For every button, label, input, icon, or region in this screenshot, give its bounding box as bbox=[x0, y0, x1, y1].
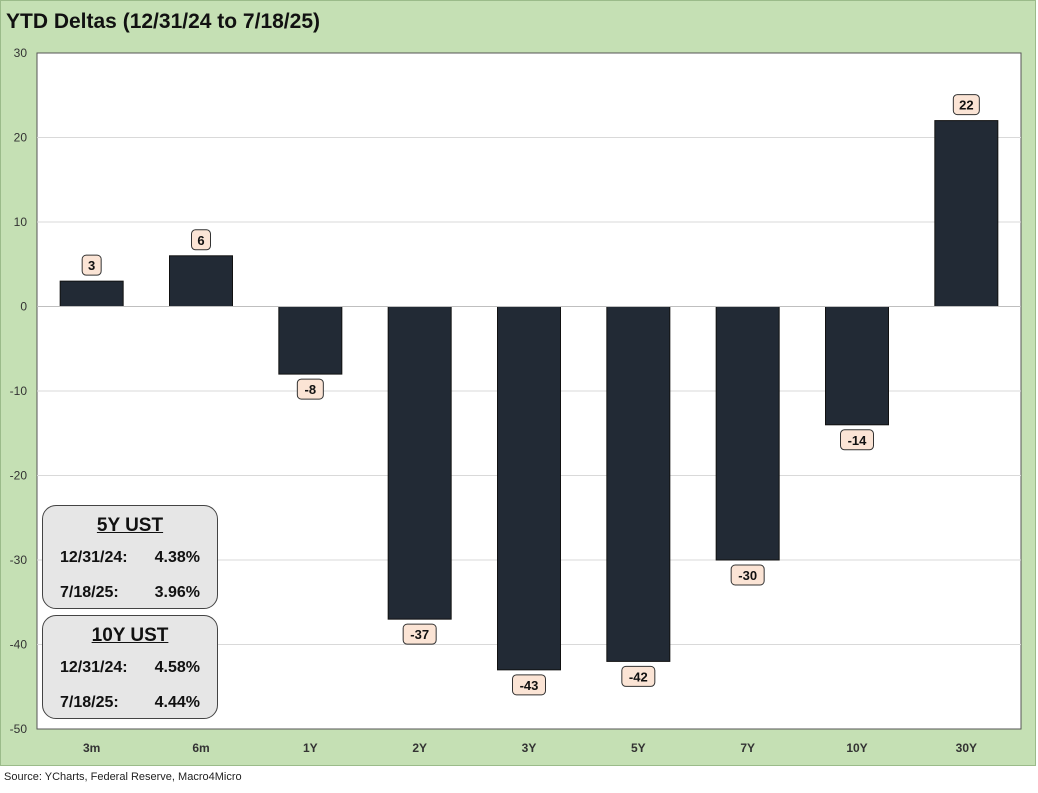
y-tick-label: 0 bbox=[20, 300, 27, 314]
x-tick-label: 3Y bbox=[522, 741, 537, 755]
info-box-date: 12/31/24: bbox=[60, 549, 128, 566]
y-tick-label: -30 bbox=[10, 553, 28, 567]
y-tick-label: -40 bbox=[10, 638, 28, 652]
info-box-10y-ust: 10Y UST 12/31/24: 4.58% 7/18/25: 4.44% bbox=[42, 615, 218, 719]
chart-title: YTD Deltas (12/31/24 to 7/18/25) bbox=[6, 10, 320, 33]
data-label: 22 bbox=[959, 98, 973, 113]
bar-chart: 30 20 10 0 -10 -20 -30 -40 -50 3 3m 6 6m -8 1Y -37 2Y -43… bbox=[10, 46, 1022, 755]
data-label-box bbox=[81, 254, 102, 276]
data-label: -14 bbox=[848, 433, 868, 448]
info-box-header: 5Y UST bbox=[96, 515, 164, 536]
bar bbox=[59, 280, 124, 307]
data-label-box bbox=[730, 564, 765, 586]
data-label: -43 bbox=[520, 678, 539, 693]
bar bbox=[497, 306, 561, 671]
data-label: -30 bbox=[738, 568, 757, 583]
y-tick-label: -50 bbox=[10, 722, 28, 736]
bar bbox=[934, 120, 999, 307]
info-box-value: 3.96% bbox=[154, 584, 200, 601]
data-label: 3 bbox=[88, 258, 95, 273]
bar bbox=[606, 306, 671, 662]
data-label-box bbox=[621, 665, 656, 687]
data-label: -42 bbox=[629, 669, 648, 684]
bar bbox=[825, 306, 889, 426]
data-label-box bbox=[191, 229, 211, 251]
y-tick-label: 10 bbox=[14, 215, 28, 229]
bar bbox=[715, 306, 780, 561]
x-tick-label: 3m bbox=[83, 741, 100, 755]
x-tick-label: 10Y bbox=[846, 741, 867, 755]
source-note: Source: YCharts, Federal Reserve, Macro4… bbox=[4, 771, 242, 783]
x-tick-label: 6m bbox=[192, 741, 209, 755]
x-tick-label: 7Y bbox=[740, 741, 755, 755]
info-box-header: 10Y UST bbox=[91, 625, 169, 646]
data-label-box bbox=[402, 623, 437, 645]
x-tick-label: 2Y bbox=[412, 741, 427, 755]
data-label: 6 bbox=[197, 233, 204, 248]
data-label: -8 bbox=[305, 382, 317, 397]
data-label-box bbox=[296, 378, 324, 400]
data-label-box bbox=[952, 94, 980, 116]
info-box-date: 7/18/25: bbox=[60, 584, 119, 601]
y-tick-label: -10 bbox=[10, 384, 28, 398]
bar bbox=[387, 306, 452, 620]
bar bbox=[169, 255, 233, 308]
y-tick-label: 20 bbox=[14, 131, 28, 145]
data-label-box bbox=[840, 429, 874, 451]
info-box-5y-ust: 5Y UST 12/31/24: 4.38% 7/18/25: 3.96% bbox=[42, 505, 218, 609]
info-box-value: 4.38% bbox=[154, 549, 200, 566]
info-box-date: 12/31/24: bbox=[60, 659, 128, 676]
info-box-value: 4.44% bbox=[154, 694, 200, 711]
bar bbox=[278, 306, 343, 375]
y-tick-label: -20 bbox=[10, 469, 28, 483]
info-box-value: 4.58% bbox=[154, 659, 200, 676]
x-tick-label: 1Y bbox=[303, 741, 318, 755]
data-label: -37 bbox=[410, 627, 429, 642]
info-box-date: 7/18/25: bbox=[60, 694, 119, 711]
x-tick-label: 5Y bbox=[631, 741, 646, 755]
x-tick-label: 30Y bbox=[956, 741, 977, 755]
y-tick-label: 30 bbox=[14, 46, 28, 60]
data-label-box bbox=[512, 674, 546, 696]
